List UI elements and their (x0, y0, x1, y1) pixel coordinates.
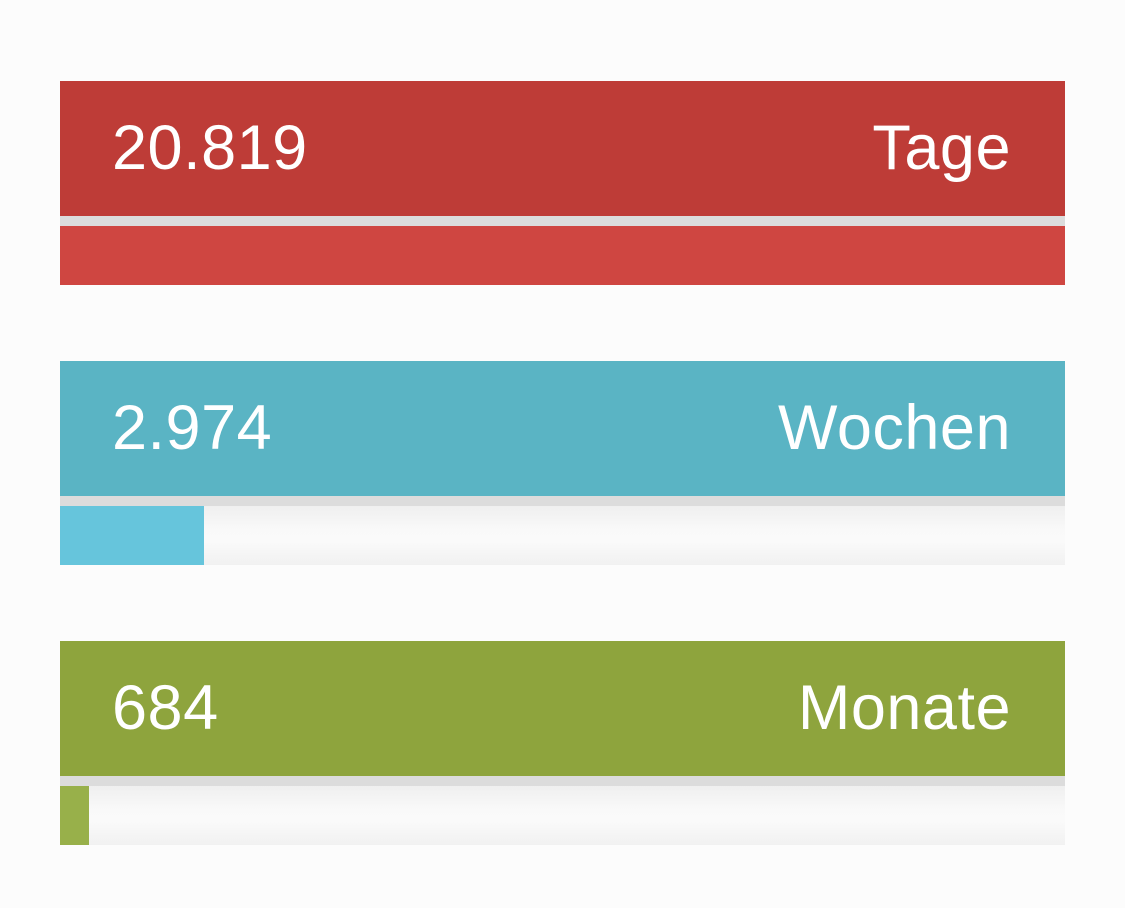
days-unit-label: Tage (872, 113, 1011, 183)
units-dashboard: 20.819 Tage 2.974 Wochen 684 Monate (60, 81, 1065, 845)
progress-fill (60, 786, 90, 845)
progress-fill (60, 226, 1065, 285)
unit-card-days[interactable]: 20.819 Tage (60, 81, 1065, 285)
days-card-header: 20.819 Tage (60, 81, 1065, 216)
months-card-header: 684 Monate (60, 641, 1065, 776)
months-unit-label: Monate (797, 673, 1011, 743)
weeks-card-separator (60, 496, 1065, 506)
days-card-separator (60, 216, 1065, 226)
days-progress-track (60, 226, 1065, 285)
weeks-unit-label: Wochen (778, 393, 1011, 463)
days-value: 20.819 (112, 113, 308, 183)
unit-card-months[interactable]: 684 Monate (60, 641, 1065, 845)
months-card-separator (60, 776, 1065, 786)
unit-card-weeks[interactable]: 2.974 Wochen (60, 361, 1065, 565)
months-progress-track (60, 786, 1065, 845)
weeks-value: 2.974 (112, 393, 273, 463)
weeks-progress-track (60, 506, 1065, 565)
months-value: 684 (112, 673, 219, 743)
weeks-card-header: 2.974 Wochen (60, 361, 1065, 496)
progress-fill (60, 506, 204, 565)
